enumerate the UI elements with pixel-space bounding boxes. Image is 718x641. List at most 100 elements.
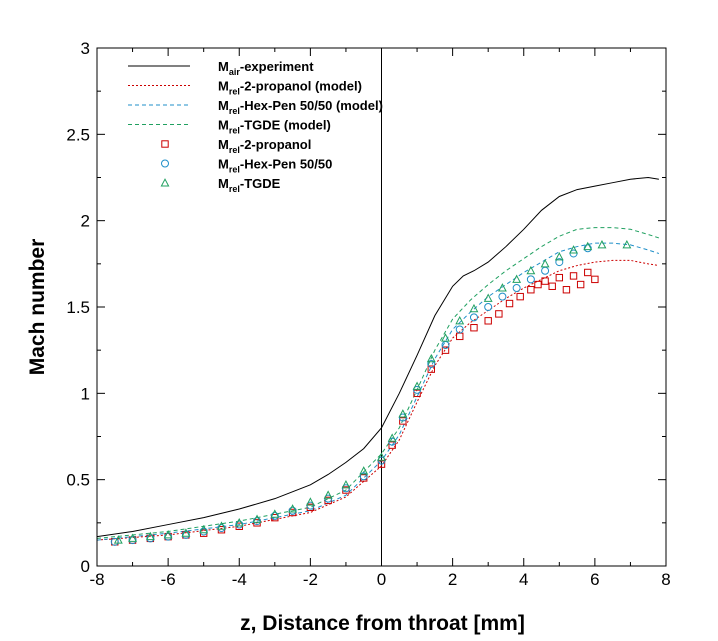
data-point bbox=[164, 532, 173, 541]
data-point bbox=[163, 530, 173, 539]
data-point bbox=[145, 531, 155, 541]
data-point bbox=[398, 409, 408, 418]
y-tick-label: 1 bbox=[81, 384, 90, 403]
data-point bbox=[470, 324, 478, 332]
series-line bbox=[96, 242, 660, 541]
data-point bbox=[554, 252, 564, 261]
data-point bbox=[181, 528, 191, 537]
data-point bbox=[622, 239, 632, 249]
data-point bbox=[584, 268, 592, 277]
y-tick-label: 2 bbox=[81, 212, 90, 231]
data-point bbox=[199, 524, 209, 534]
legend-label: Mrel-2-propanol (model) bbox=[218, 79, 362, 97]
data-point bbox=[483, 293, 493, 302]
data-point bbox=[526, 265, 536, 275]
data-point bbox=[456, 332, 464, 341]
x-tick-label: -4 bbox=[232, 570, 247, 589]
x-tick-label: -6 bbox=[161, 570, 176, 589]
data-point bbox=[562, 286, 571, 294]
series-2 bbox=[96, 242, 660, 541]
data-point bbox=[548, 282, 556, 290]
data-point bbox=[427, 359, 436, 368]
data-point bbox=[399, 417, 407, 425]
data-point bbox=[497, 283, 507, 292]
data-point bbox=[413, 389, 421, 398]
data-point bbox=[388, 441, 396, 449]
data-point bbox=[128, 533, 137, 542]
data-point bbox=[555, 258, 564, 267]
data-point bbox=[377, 452, 386, 461]
data-point bbox=[534, 280, 542, 289]
x-tick-label: 4 bbox=[519, 570, 528, 589]
x-tick-label: 6 bbox=[590, 570, 599, 589]
x-tick-label: 2 bbox=[448, 570, 457, 589]
data-point bbox=[455, 325, 464, 334]
series-1 bbox=[96, 259, 659, 541]
data-point bbox=[235, 520, 244, 529]
data-point bbox=[359, 472, 368, 481]
data-point bbox=[270, 511, 279, 520]
data-point bbox=[288, 504, 298, 513]
data-point bbox=[359, 466, 369, 475]
legend-entry-2: Mrel-Hex-Pen 50/50 (model) bbox=[128, 98, 383, 116]
data-point bbox=[305, 497, 315, 506]
data-point bbox=[113, 535, 123, 544]
data-point bbox=[217, 524, 226, 533]
x-tick-label: -8 bbox=[89, 570, 104, 589]
data-point bbox=[270, 509, 280, 518]
legend-label: Mrel-TGDE (model) bbox=[218, 118, 331, 136]
data-point bbox=[541, 277, 549, 285]
series-6 bbox=[113, 239, 632, 544]
legend-label: Mrel-Hex-Pen 50/50 bbox=[218, 157, 332, 175]
data-point bbox=[512, 284, 521, 293]
legend-entry-5: Mrel-Hex-Pen 50/50 bbox=[161, 157, 332, 175]
x-tick-label: 8 bbox=[661, 570, 670, 589]
legend-label: Mrel-Hex-Pen 50/50 (model) bbox=[218, 98, 383, 116]
series-5 bbox=[110, 244, 592, 546]
legend-marker-swatch bbox=[160, 178, 170, 187]
y-tick-label: 0 bbox=[81, 557, 90, 576]
x-axis-title: z, Distance from throat [mm] bbox=[240, 612, 525, 635]
y-tick-label: 2.5 bbox=[66, 125, 90, 144]
series-line bbox=[96, 227, 660, 539]
data-point bbox=[288, 506, 297, 515]
axis-ticks: -8 -6 -4 -2 0 2 4 6 8 0 0.5 1 1.5 2 2.5 3 bbox=[66, 39, 670, 589]
legend-label: Mrel-2-propanol bbox=[218, 137, 311, 155]
legend-entry-1: Mrel-2-propanol (model) bbox=[128, 79, 362, 97]
data-point bbox=[455, 315, 465, 325]
plot-area bbox=[96, 48, 660, 566]
data-point bbox=[526, 275, 535, 284]
data-point bbox=[498, 292, 507, 301]
legend-entry-4: Mrel-2-propanol bbox=[161, 137, 311, 155]
data-point bbox=[377, 460, 386, 468]
x-tick-label: 0 bbox=[377, 570, 386, 589]
data-point bbox=[341, 479, 351, 489]
data-point bbox=[469, 313, 478, 322]
y-tick-label: 1.5 bbox=[66, 298, 90, 317]
data-point bbox=[217, 521, 226, 530]
data-point bbox=[527, 286, 535, 294]
series-3 bbox=[96, 227, 660, 539]
data-point bbox=[495, 310, 503, 318]
data-point bbox=[569, 245, 578, 254]
legend-entry-0: Mair-experiment bbox=[128, 59, 314, 77]
legend-entry-6: Mrel-TGDE bbox=[160, 176, 281, 194]
series-0 bbox=[96, 176, 659, 538]
data-point bbox=[110, 537, 119, 546]
data-point bbox=[516, 292, 524, 301]
series-line bbox=[96, 259, 659, 541]
data-point bbox=[505, 299, 514, 308]
y-axis-title: Mach number bbox=[26, 239, 49, 376]
y-tick-label: 0.5 bbox=[66, 471, 90, 490]
legend-entry-3: Mrel-TGDE (model) bbox=[128, 118, 331, 136]
y-tick-label: 3 bbox=[81, 39, 90, 58]
data-point bbox=[583, 241, 593, 251]
data-point bbox=[426, 353, 436, 363]
legend-marker-swatch bbox=[161, 140, 169, 148]
data-point bbox=[591, 275, 599, 284]
data-point bbox=[253, 517, 262, 526]
data-point bbox=[597, 239, 607, 249]
x-tick-label: -2 bbox=[303, 570, 318, 589]
